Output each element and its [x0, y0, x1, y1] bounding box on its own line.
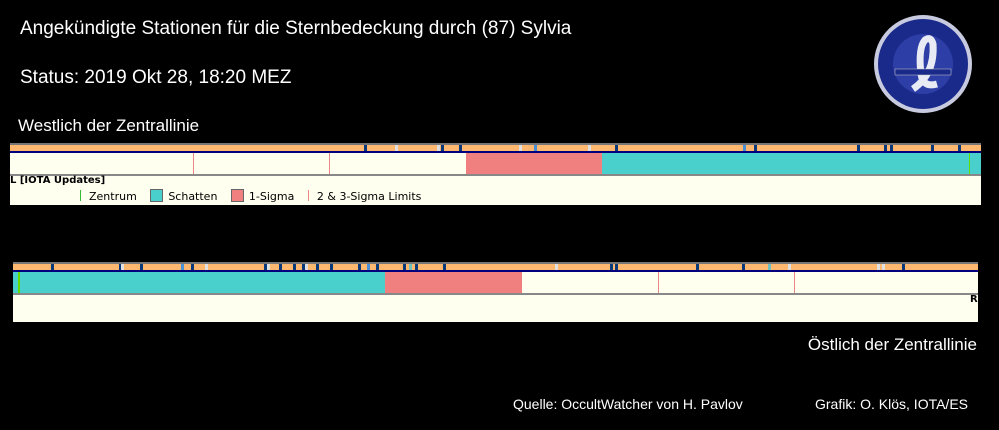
legend-sigma1: 1-Sigma — [248, 190, 295, 203]
legend-sigma23-swatch — [307, 190, 309, 201]
station-marker[interactable] — [696, 264, 699, 270]
legend-shadow-swatch — [150, 189, 164, 202]
station-marker[interactable] — [588, 145, 591, 151]
station-marker[interactable] — [279, 264, 282, 270]
center-line — [969, 153, 970, 174]
station-marker[interactable] — [743, 145, 746, 151]
east-station-strip — [13, 262, 978, 272]
station-marker[interactable] — [367, 264, 370, 270]
legend-sigma1-swatch — [230, 189, 244, 202]
status-text: Status: 2019 Okt 28, 18:20 MEZ — [20, 67, 292, 88]
station-marker[interactable] — [191, 264, 194, 270]
sigma1-region — [466, 153, 602, 174]
page-title: Angekündigte Stationen für die Sternbede… — [20, 18, 572, 39]
station-marker[interactable] — [931, 145, 934, 151]
legend: Zentrum Schatten 1-Sigma 2 & 3-Sigma Lim… — [80, 189, 421, 203]
edge-tag: R — [970, 294, 978, 305]
station-marker[interactable] — [302, 264, 305, 270]
west-station-strip — [10, 143, 981, 153]
station-marker[interactable] — [403, 264, 406, 270]
station-marker[interactable] — [788, 264, 791, 270]
station-marker[interactable] — [615, 264, 618, 270]
station-marker[interactable] — [958, 145, 961, 151]
source-tag: L [IOTA Updates] — [10, 175, 106, 186]
station-marker[interactable] — [415, 264, 418, 270]
station-marker[interactable] — [768, 264, 771, 270]
graphic-credit: Grafik: O. Klös, IOTA/ES — [815, 396, 968, 412]
legend-sigma23: 2 & 3-Sigma Limits — [316, 190, 422, 203]
station-marker[interactable] — [293, 264, 296, 270]
east-label: Östlich der Zentrallinie — [807, 335, 977, 354]
station-marker[interactable] — [441, 145, 444, 151]
station-marker[interactable] — [754, 145, 757, 151]
station-marker[interactable] — [610, 264, 613, 270]
station-marker[interactable] — [119, 264, 122, 270]
station-marker[interactable] — [742, 264, 745, 270]
station-marker[interactable] — [267, 264, 270, 270]
center-line — [18, 272, 20, 293]
station-marker[interactable] — [264, 264, 267, 270]
legend-shadow: Schatten — [168, 190, 218, 203]
west-band — [10, 153, 981, 176]
sigma1-region — [385, 272, 522, 293]
sigma-limit-line — [794, 272, 795, 293]
station-marker[interactable] — [877, 264, 880, 270]
station-marker[interactable] — [330, 264, 333, 270]
station-marker[interactable] — [121, 264, 124, 270]
station-marker[interactable] — [409, 264, 412, 270]
station-marker[interactable] — [890, 145, 893, 151]
station-marker[interactable] — [205, 264, 208, 270]
station-marker[interactable] — [555, 264, 558, 270]
station-marker[interactable] — [395, 145, 398, 151]
station-marker[interactable] — [437, 145, 440, 151]
station-marker[interactable] — [358, 264, 361, 270]
station-marker[interactable] — [376, 264, 379, 270]
station-marker[interactable] — [316, 264, 319, 270]
legend-center: Zentrum — [89, 190, 137, 203]
station-marker[interactable] — [615, 145, 618, 151]
legend-center-swatch — [80, 190, 81, 201]
station-marker[interactable] — [305, 264, 308, 270]
iota-es-logo — [873, 14, 973, 114]
station-marker[interactable] — [443, 264, 446, 270]
station-marker[interactable] — [857, 145, 860, 151]
station-marker[interactable] — [902, 264, 905, 270]
west-chart: L [IOTA Updates] Zentrum Schatten 1-Sigm… — [10, 143, 981, 205]
station-marker[interactable] — [181, 264, 184, 270]
station-marker[interactable] — [519, 145, 522, 151]
sigma-limit-line — [329, 153, 330, 174]
shadow-region — [602, 153, 981, 174]
station-marker[interactable] — [534, 145, 537, 151]
source-credit: Quelle: OccultWatcher von H. Pavlov — [513, 396, 743, 412]
station-marker[interactable] — [140, 264, 143, 270]
east-band — [13, 272, 978, 295]
sigma-limit-line — [193, 153, 194, 174]
west-label: Westlich der Zentrallinie — [18, 116, 200, 135]
station-marker[interactable] — [51, 264, 54, 270]
station-marker[interactable] — [882, 264, 885, 270]
station-marker[interactable] — [459, 145, 462, 151]
station-marker[interactable] — [364, 145, 367, 151]
sigma-limit-line — [658, 272, 659, 293]
east-chart: R — [13, 262, 978, 322]
station-marker[interactable] — [884, 145, 887, 151]
shadow-region — [13, 272, 385, 293]
